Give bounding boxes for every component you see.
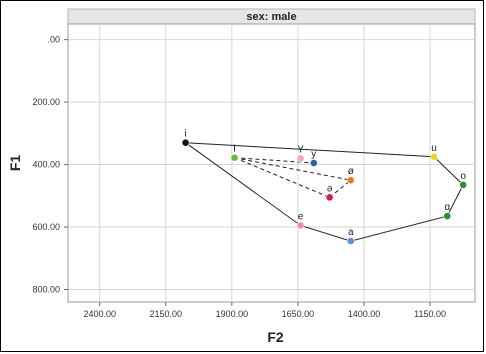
point-4 xyxy=(309,159,318,167)
dashed-connector xyxy=(234,157,330,198)
y-tick-label: 200.00 xyxy=(32,97,60,107)
y-tick-label: .00 xyxy=(47,35,60,45)
point-8 xyxy=(346,237,355,245)
point-label: i xyxy=(184,129,186,140)
point-6 xyxy=(325,193,334,202)
point-7 xyxy=(296,221,305,230)
y-tick-label: 400.00 xyxy=(32,160,60,170)
point-label: u xyxy=(431,143,437,154)
point-3 xyxy=(296,154,305,163)
dashed-connector xyxy=(329,179,352,198)
x-tick-label: 2150.00 xyxy=(150,309,183,319)
point-9 xyxy=(430,152,438,161)
point-2 xyxy=(230,153,239,162)
point-label: I xyxy=(233,144,236,155)
point-label: o xyxy=(460,171,466,182)
point-label: Y xyxy=(297,144,304,155)
x-axis-label: F2 xyxy=(267,329,284,345)
plot-area xyxy=(67,23,476,303)
x-tick-label: 2400.00 xyxy=(83,309,116,319)
x-tick-label: 1400.00 xyxy=(348,309,381,319)
point-label: a xyxy=(348,227,354,238)
x-tick-label: 1900.00 xyxy=(216,309,249,319)
point-5 xyxy=(346,176,355,185)
point-label: ɑ xyxy=(444,202,450,213)
y-tick-label: 800.00 xyxy=(32,285,60,295)
point-10 xyxy=(459,180,468,189)
point-1 xyxy=(181,138,190,147)
point-label: y xyxy=(311,149,316,160)
point-11 xyxy=(443,212,452,221)
x-tick-label: 1650.00 xyxy=(282,309,315,319)
point-label: ə xyxy=(327,183,333,194)
chart-title: sex: male xyxy=(246,11,296,23)
dashed-connector xyxy=(234,157,351,181)
x-tick-label: 1150.00 xyxy=(414,309,446,319)
point-label: ø xyxy=(348,166,354,177)
y-tick-label: 600.00 xyxy=(32,222,60,232)
y-axis-label: F1 xyxy=(7,155,23,172)
point-label: e xyxy=(298,211,304,222)
